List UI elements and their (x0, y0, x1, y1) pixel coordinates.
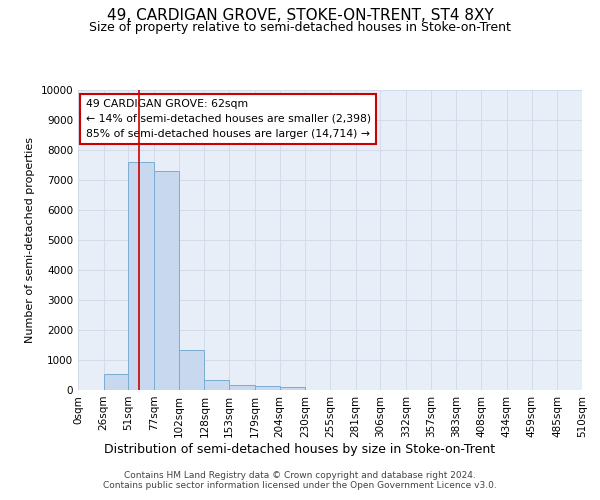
Y-axis label: Number of semi-detached properties: Number of semi-detached properties (25, 137, 35, 343)
Bar (128, 162, 154, 390)
Bar (179, 350, 205, 390)
Text: 49 CARDIGAN GROVE: 62sqm
← 14% of semi-detached houses are smaller (2,398)
85% o: 49 CARDIGAN GROVE: 62sqm ← 14% of semi-d… (86, 99, 371, 138)
Bar (280, 387, 305, 390)
Bar (154, 171, 179, 390)
Text: Contains HM Land Registry data © Crown copyright and database right 2024.
Contai: Contains HM Land Registry data © Crown c… (103, 470, 497, 490)
Bar (229, 385, 255, 390)
Text: Distribution of semi-detached houses by size in Stoke-on-Trent: Distribution of semi-detached houses by … (104, 442, 496, 456)
Bar (255, 386, 280, 390)
Text: Size of property relative to semi-detached houses in Stoke-on-Trent: Size of property relative to semi-detach… (89, 22, 511, 35)
Bar (205, 380, 229, 390)
Bar (104, 374, 128, 390)
Text: 49, CARDIGAN GROVE, STOKE-ON-TRENT, ST4 8XY: 49, CARDIGAN GROVE, STOKE-ON-TRENT, ST4 … (107, 8, 493, 22)
